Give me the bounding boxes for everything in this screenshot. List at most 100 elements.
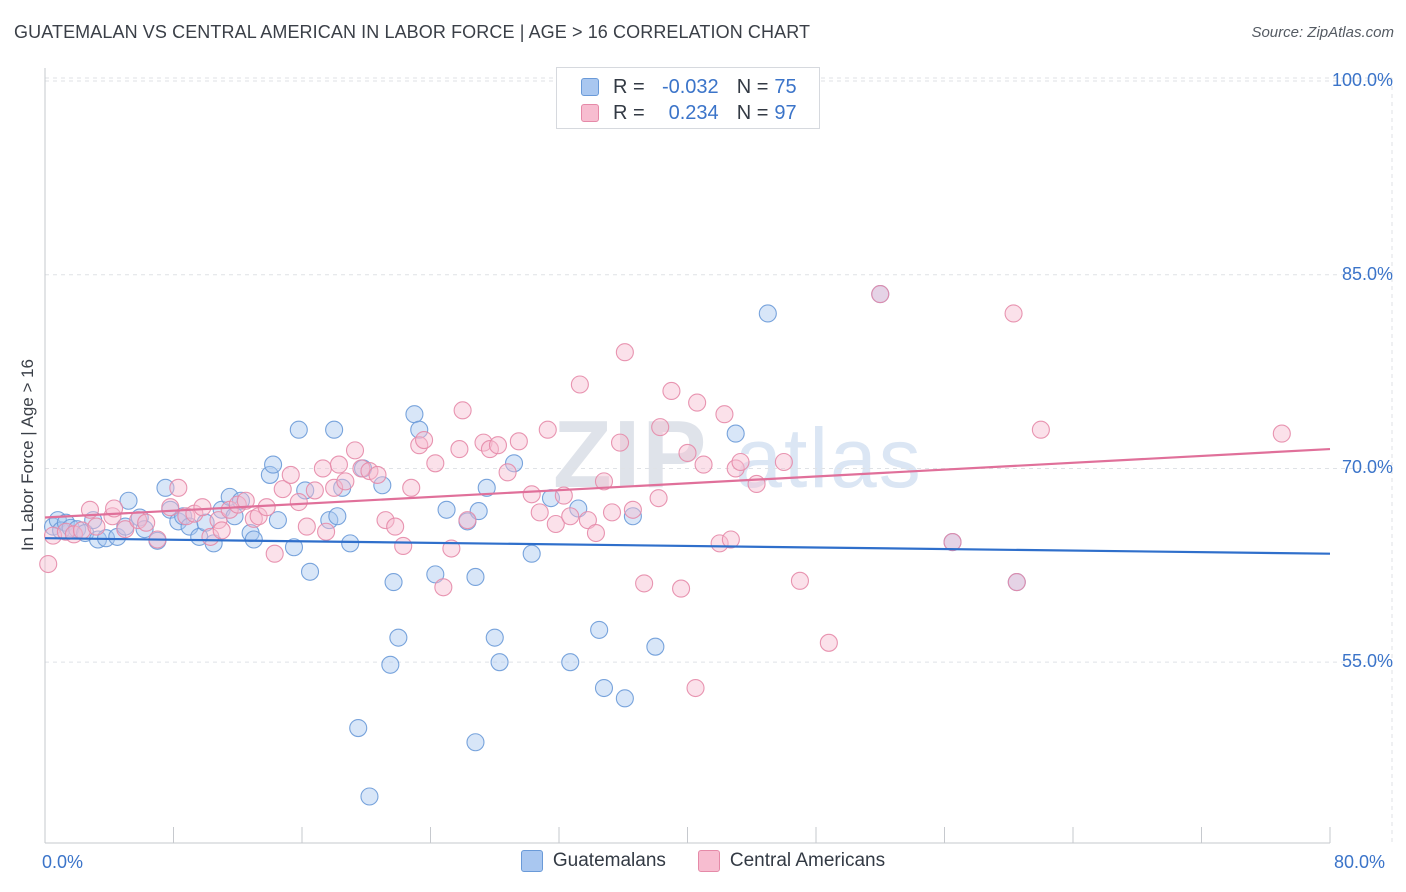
central-american-point bbox=[790, 571, 809, 590]
guatemalan-point bbox=[726, 424, 745, 443]
central-american-point bbox=[509, 432, 528, 451]
central-american-point bbox=[623, 500, 642, 519]
legend-n-value: 75 bbox=[774, 75, 797, 98]
central-american-point bbox=[415, 430, 434, 450]
series-label-guatemalans: Guatemalans bbox=[552, 850, 666, 871]
central-american-point bbox=[530, 503, 549, 522]
guatemalan-point bbox=[623, 507, 642, 526]
central-american-point bbox=[305, 481, 324, 500]
central-american-point bbox=[273, 480, 292, 499]
guatemalan-point bbox=[758, 304, 777, 323]
y-tick-label: 70.0% bbox=[1341, 457, 1393, 478]
series-legend-central-americans[interactable]: Central Americans bbox=[697, 850, 886, 872]
series-swatch-guatemalans bbox=[520, 850, 543, 872]
series-label-central-americans: Central Americans bbox=[729, 850, 886, 871]
central-american-point bbox=[329, 455, 348, 474]
guatemalan-point bbox=[360, 787, 379, 806]
central-american-point bbox=[561, 507, 580, 526]
central-american-point bbox=[672, 579, 691, 598]
legend-n-value: 97 bbox=[774, 101, 797, 124]
central-american-point bbox=[368, 465, 387, 484]
central-american-point bbox=[602, 503, 622, 522]
central-american-point bbox=[686, 678, 705, 698]
central-american-point bbox=[649, 489, 668, 508]
guatemalan-point bbox=[646, 637, 665, 656]
central-american-point bbox=[1272, 424, 1291, 443]
legend-swatch-central-americans bbox=[581, 104, 599, 122]
guatemalan-point bbox=[490, 653, 509, 672]
series-legend-guatemalans[interactable]: Guatemalans bbox=[520, 850, 666, 872]
central-american-point bbox=[169, 478, 188, 497]
central-american-point bbox=[871, 285, 890, 304]
central-american-point bbox=[819, 633, 838, 652]
central-american-point bbox=[651, 418, 670, 437]
guatemalan-point bbox=[328, 507, 347, 526]
legend-n-label: N = bbox=[736, 75, 769, 98]
central-american-point bbox=[87, 517, 106, 536]
central-american-point bbox=[281, 465, 300, 484]
guatemalan-point bbox=[349, 719, 368, 738]
central-american-point bbox=[1004, 304, 1023, 323]
central-american-point bbox=[116, 520, 135, 539]
central-american-point bbox=[715, 405, 734, 424]
series-swatch-central-americans bbox=[697, 850, 720, 872]
guatemalan-point bbox=[405, 405, 424, 424]
central-american-point bbox=[325, 478, 344, 497]
central-american-point bbox=[39, 554, 58, 574]
guatemalan-point bbox=[426, 565, 445, 584]
central-american-point bbox=[376, 511, 395, 530]
central-american-point bbox=[594, 472, 614, 491]
central-american-point bbox=[522, 485, 541, 504]
guatemalan-point bbox=[504, 454, 524, 473]
chart-title: GUATEMALAN VS CENTRAL AMERICAN IN LABOR … bbox=[14, 22, 811, 42]
guatemalan-point bbox=[381, 655, 400, 674]
central-american-point bbox=[103, 507, 122, 526]
central-american-point bbox=[450, 440, 469, 459]
central-american-point bbox=[209, 511, 228, 530]
central-american-point bbox=[317, 522, 336, 541]
central-american-point bbox=[474, 433, 493, 452]
legend-swatch-guatemalans bbox=[581, 78, 599, 96]
central-american-point bbox=[426, 454, 445, 473]
central-american-point bbox=[336, 472, 355, 491]
central-american-point bbox=[137, 513, 156, 532]
central-american-point bbox=[410, 436, 429, 455]
central-american-point bbox=[538, 420, 557, 439]
central-american-point bbox=[498, 463, 517, 482]
legend-r-value: -0.032 bbox=[661, 75, 719, 98]
central-american-point bbox=[453, 401, 472, 420]
guatemalan-point bbox=[296, 481, 315, 500]
central-american-point bbox=[694, 455, 713, 474]
legend-row-central-americans: R = 0.234 N = 97 bbox=[581, 101, 797, 125]
central-american-point bbox=[236, 491, 255, 510]
central-american-point bbox=[458, 511, 477, 530]
guatemalan-point bbox=[466, 567, 485, 586]
guatemalan-point bbox=[561, 653, 580, 672]
guatemalan-point bbox=[119, 491, 138, 510]
central-american-point bbox=[578, 511, 597, 530]
central-american-point bbox=[662, 381, 681, 401]
central-american-point bbox=[488, 436, 508, 455]
legend-n-label: N = bbox=[736, 101, 769, 124]
central-american-point bbox=[297, 517, 316, 536]
central-american-point bbox=[943, 533, 962, 552]
central-american-point bbox=[257, 498, 276, 517]
central-american-point bbox=[386, 517, 405, 536]
guatemalan-point bbox=[284, 538, 304, 557]
y-tick-label: 55.0% bbox=[1341, 651, 1393, 672]
axes bbox=[44, 68, 1331, 844]
y-axis-title: In Labor Force | Age > 16 bbox=[18, 358, 37, 552]
guatemalan-point bbox=[244, 530, 263, 549]
guatemalan-point bbox=[260, 465, 279, 484]
guatemalan-point bbox=[325, 420, 344, 439]
central-american-point bbox=[678, 443, 697, 463]
central-american-point bbox=[570, 375, 589, 394]
legend-r-label: R = bbox=[613, 75, 645, 98]
y-tick-label: 85.0% bbox=[1341, 263, 1393, 284]
grid-lines bbox=[45, 77, 1393, 843]
legend-r-label: R = bbox=[613, 101, 645, 124]
central-american-point bbox=[289, 492, 308, 512]
x-tick-label-min: 0.0% bbox=[42, 852, 84, 872]
central-american-point bbox=[212, 521, 231, 540]
